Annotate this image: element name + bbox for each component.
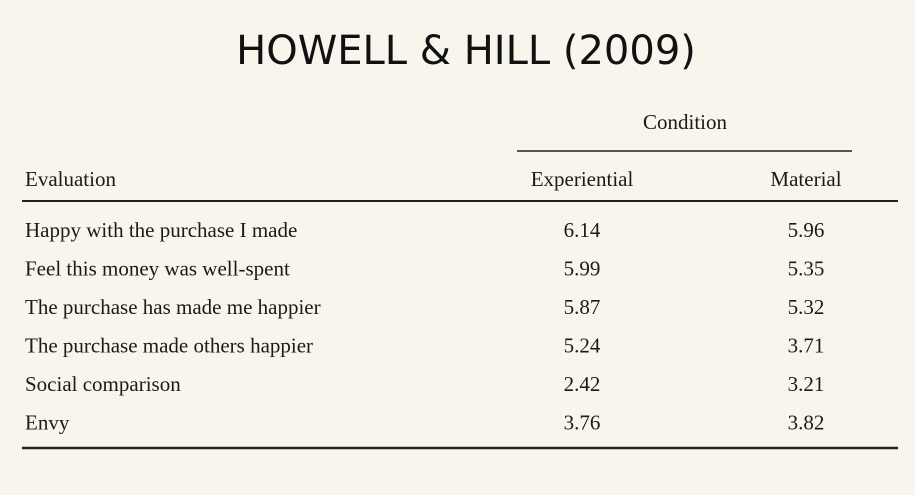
cell-value: 3.82 [788,410,825,434]
group-header: Condition [643,110,728,134]
column-header: Evaluation [25,167,116,191]
column-header: Experiential [531,167,634,191]
column-header: Material [770,167,841,191]
row-label: Social comparison [25,372,181,396]
row-label: Feel this money was well-spent [25,256,290,280]
cell-value: 3.21 [788,372,825,396]
cell-value: 6.14 [564,218,601,242]
row-label: Envy [25,410,70,434]
row-label: The purchase has made me happier [25,295,321,319]
cell-value: 5.87 [564,295,601,319]
cell-value: 5.24 [564,333,601,357]
row-label: Happy with the purchase I made [25,218,297,242]
cell-value: 5.96 [788,218,825,242]
cell-value: 3.76 [564,410,601,434]
row-label: The purchase made others happier [25,333,313,357]
table: Evaluation Experiential Material Happy with… [25,167,842,435]
cell-value: 5.35 [788,256,825,280]
cell-value: 3.71 [788,333,825,357]
cell-value: 2.42 [564,372,601,396]
cell-value: 5.99 [564,256,601,280]
slide-title: HOWELL & HILL (2009) [236,28,696,74]
cell-value: 5.32 [788,295,825,319]
